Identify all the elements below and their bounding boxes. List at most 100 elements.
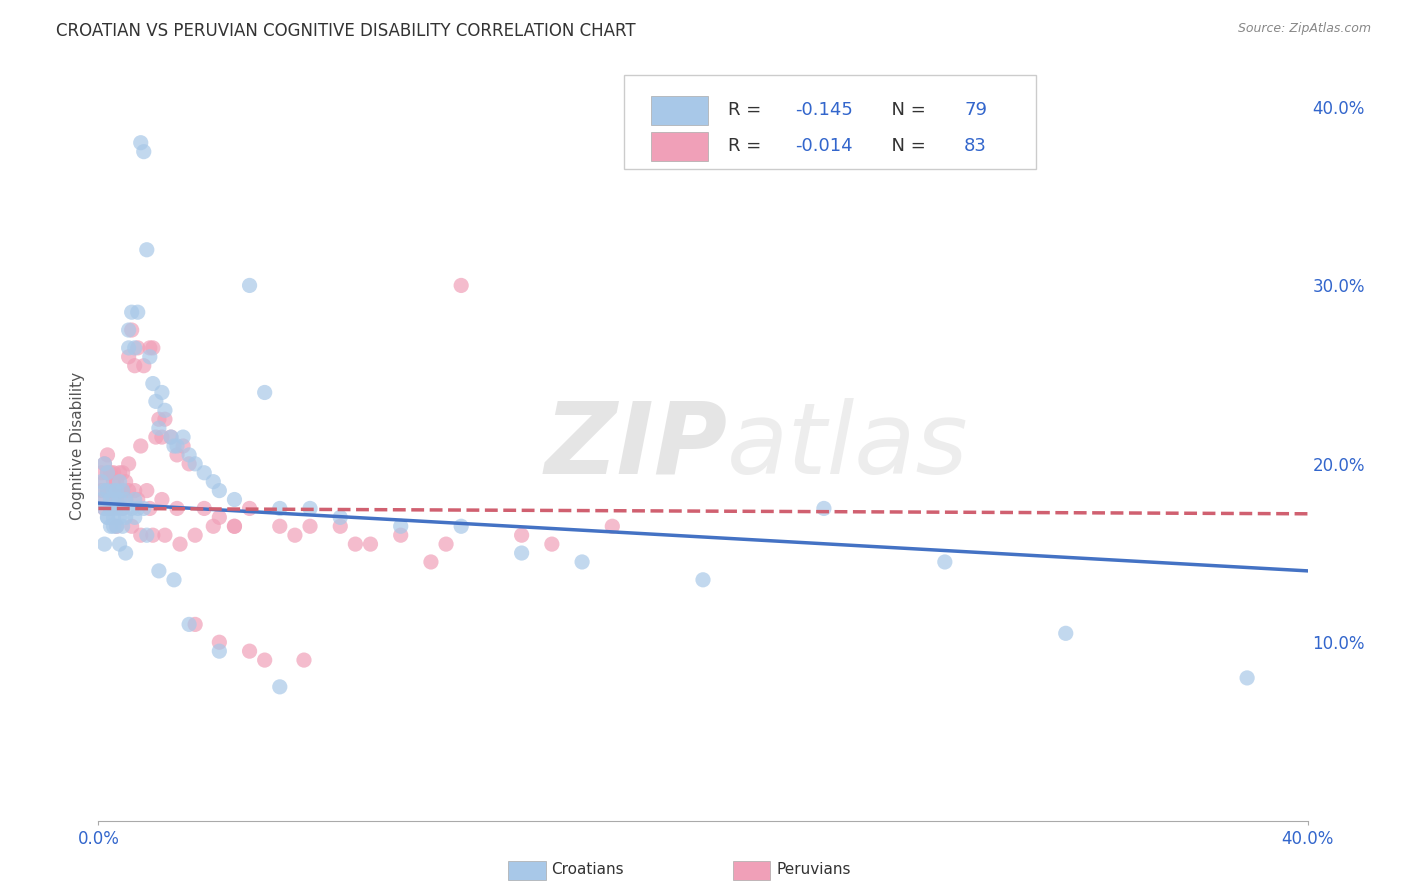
Point — [114, 475, 136, 489]
Point — [93, 457, 115, 471]
Point — [145, 430, 167, 444]
FancyBboxPatch shape — [651, 132, 707, 161]
Point — [934, 555, 956, 569]
Point — [124, 341, 146, 355]
Text: Peruvians: Peruvians — [776, 863, 851, 877]
Point — [139, 350, 162, 364]
Point — [224, 492, 246, 507]
Point — [111, 483, 134, 498]
Point — [269, 501, 291, 516]
Point — [100, 466, 122, 480]
Point — [389, 528, 412, 542]
Point — [93, 475, 115, 489]
Point — [96, 483, 118, 498]
Text: 83: 83 — [965, 137, 987, 155]
Point — [344, 537, 367, 551]
Point — [179, 448, 201, 462]
Point — [108, 492, 131, 507]
Text: Croatians: Croatians — [551, 863, 624, 877]
Point — [160, 430, 183, 444]
Text: N =: N = — [880, 102, 931, 120]
Point — [163, 573, 186, 587]
Text: 79: 79 — [965, 102, 987, 120]
Point — [540, 537, 562, 551]
Point — [100, 501, 122, 516]
Point — [135, 483, 157, 498]
Point — [150, 430, 173, 444]
Text: ZIP: ZIP — [544, 398, 727, 494]
Point — [108, 475, 131, 489]
Point — [239, 644, 262, 658]
Point — [93, 537, 115, 551]
Point — [329, 519, 352, 533]
Point — [184, 617, 207, 632]
Point — [148, 564, 170, 578]
Point — [96, 510, 118, 524]
Point — [202, 519, 225, 533]
Point — [135, 243, 157, 257]
Point — [129, 439, 152, 453]
Point — [139, 501, 162, 516]
Point — [292, 653, 315, 667]
Text: Source: ZipAtlas.com: Source: ZipAtlas.com — [1237, 22, 1371, 36]
Point — [1236, 671, 1258, 685]
Point — [118, 350, 141, 364]
Point — [450, 278, 472, 293]
Point — [202, 475, 225, 489]
Point — [105, 519, 128, 533]
Point — [118, 323, 141, 337]
Point — [111, 466, 134, 480]
Point — [103, 483, 125, 498]
Point — [692, 573, 714, 587]
Point — [100, 483, 122, 498]
Point — [127, 341, 149, 355]
Point — [96, 510, 118, 524]
Point — [269, 680, 291, 694]
Point — [299, 519, 322, 533]
Point — [193, 466, 215, 480]
Point — [179, 457, 201, 471]
Point — [142, 528, 165, 542]
Point — [172, 439, 194, 453]
Point — [132, 501, 155, 516]
FancyBboxPatch shape — [624, 75, 1035, 169]
Point — [90, 466, 112, 480]
Point — [103, 475, 125, 489]
Point — [208, 483, 231, 498]
Text: R =: R = — [728, 102, 768, 120]
Point — [360, 537, 382, 551]
Point — [90, 492, 112, 507]
Point — [103, 492, 125, 507]
Point — [103, 510, 125, 524]
Point — [135, 528, 157, 542]
Point — [96, 483, 118, 498]
Point — [93, 483, 115, 498]
Point — [150, 492, 173, 507]
Y-axis label: Cognitive Disability: Cognitive Disability — [69, 372, 84, 520]
Point — [148, 421, 170, 435]
Point — [153, 528, 176, 542]
Point — [100, 501, 122, 516]
Point — [571, 555, 593, 569]
Point — [129, 528, 152, 542]
Point — [105, 492, 128, 507]
Point — [813, 501, 835, 516]
Point — [121, 305, 143, 319]
Point — [90, 475, 112, 489]
Point — [163, 439, 186, 453]
Point — [93, 457, 115, 471]
Point — [114, 492, 136, 507]
Point — [239, 278, 262, 293]
Point — [118, 341, 141, 355]
Point — [124, 359, 146, 373]
Text: -0.145: -0.145 — [794, 102, 853, 120]
Point — [108, 483, 131, 498]
Point — [150, 385, 173, 400]
Point — [103, 483, 125, 498]
Point — [299, 501, 322, 516]
Point — [510, 546, 533, 560]
Point — [510, 528, 533, 542]
Point — [108, 483, 131, 498]
Point — [103, 501, 125, 516]
Point — [224, 519, 246, 533]
